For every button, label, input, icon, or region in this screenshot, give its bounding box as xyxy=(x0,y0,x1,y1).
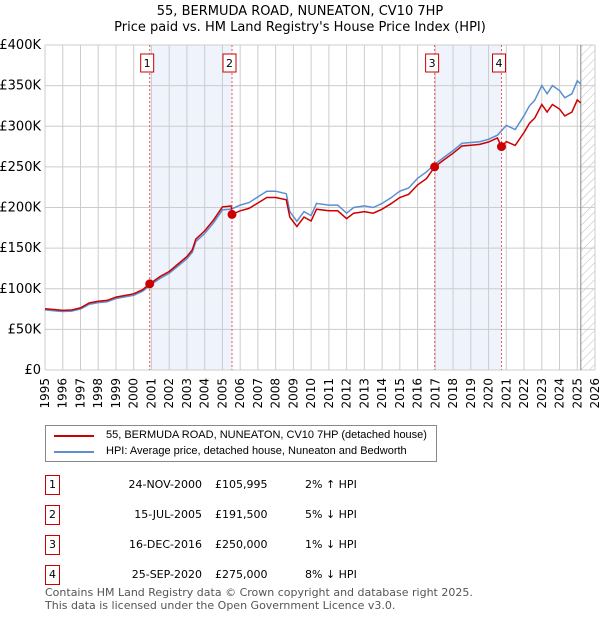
sale-label-box xyxy=(425,53,440,73)
x-tick-label: 2023 xyxy=(535,378,549,409)
sale-point xyxy=(430,162,440,172)
x-tick-label: 2021 xyxy=(499,378,513,409)
legend-blue-swatch xyxy=(54,450,94,453)
x-tick-label: 1995 xyxy=(38,378,52,409)
y-tick-label: £50K xyxy=(8,322,42,337)
sale-marker-badge: 3 xyxy=(45,535,60,555)
sale-price: £105,995 xyxy=(215,478,268,491)
x-tick-label: 2008 xyxy=(269,378,283,409)
sale-hpi-diff: 1% ↓ HPI xyxy=(305,538,357,551)
sale-label-box xyxy=(140,53,155,73)
sale-hpi-diff: 2% ↑ HPI xyxy=(305,478,357,491)
x-tick-label: 2015 xyxy=(393,378,407,409)
sale-label: 2 xyxy=(226,57,233,70)
x-tick-label: 2011 xyxy=(322,378,336,409)
chart-title: 55, BERMUDA ROAD, NUNEATON, CV10 7HP xyxy=(156,4,444,19)
x-tick-label: 2018 xyxy=(446,378,460,409)
x-tick-label: 1999 xyxy=(109,378,123,409)
x-tick-label: 2012 xyxy=(340,378,354,409)
sale-date: 24-NOV-2000 xyxy=(128,478,202,491)
x-tick-label: 2004 xyxy=(198,378,212,409)
x-tick-label: 2016 xyxy=(411,378,425,409)
sale-date: 15-JUL-2005 xyxy=(134,508,202,521)
sale-marker-badge: 1 xyxy=(45,475,60,495)
footer-licence: This data is licensed under the Open Gov… xyxy=(45,599,396,612)
sale-date: 16-DEC-2016 xyxy=(128,538,202,551)
x-tick-label: 2002 xyxy=(162,378,176,409)
y-tick-label: £400K xyxy=(0,38,41,53)
sale-label-box xyxy=(222,53,237,73)
sale-hpi-diff: 5% ↓ HPI xyxy=(305,508,357,521)
footer-copyright: Contains HM Land Registry data © Crown c… xyxy=(45,586,473,599)
price-chart: £0 £50K £100K £150K £200K £250K £300K £350K £400… xyxy=(0,38,600,409)
x-tick-label: 2019 xyxy=(464,378,478,409)
footer: Contains HM Land Registry data © Crown c… xyxy=(45,586,473,612)
y-tick-label: £100K xyxy=(0,282,41,297)
legend-hpi: HPI: Average price, detached house, Nune… xyxy=(106,445,407,457)
sale-label: 1 xyxy=(144,57,151,70)
sale-date: 25-SEP-2020 xyxy=(131,568,202,581)
sale-label-box xyxy=(492,53,506,73)
legend: 55, BERMUDA ROAD, NUNEATON, CV10 7HP (de… xyxy=(45,425,437,462)
sale-marker-badge: 4 xyxy=(45,565,60,585)
sale-price: £191,500 xyxy=(215,508,268,521)
x-tick-label: 2009 xyxy=(286,378,300,409)
sale-label: 3 xyxy=(429,57,436,70)
sale-marker-badge: 2 xyxy=(45,505,60,525)
sale-hpi-diff: 8% ↓ HPI xyxy=(305,568,357,581)
y-tick-label: £350K xyxy=(0,79,41,94)
x-tick-label: 1997 xyxy=(73,378,87,409)
y-tick-label: £200K xyxy=(0,201,41,216)
x-tick-label: 2000 xyxy=(127,378,141,409)
y-tick-label: £150K xyxy=(0,241,41,256)
x-tick-label: 2014 xyxy=(375,378,389,409)
x-tick-label: 1998 xyxy=(91,378,105,409)
sale-point xyxy=(227,209,237,219)
sale-point xyxy=(145,279,155,289)
chart-subtitle: Price paid vs. HM Land Registry's House … xyxy=(114,20,486,35)
sale-price: £250,000 xyxy=(215,538,268,551)
x-tick-label: 2001 xyxy=(144,378,158,409)
x-tick-label: 2025 xyxy=(570,378,584,409)
x-tick-label: 2024 xyxy=(553,378,567,409)
x-tick-label: 2022 xyxy=(517,378,531,409)
sale-label: 4 xyxy=(496,57,503,70)
x-tick-label: 1996 xyxy=(56,378,70,409)
property-price-line xyxy=(44,98,582,312)
y-tick-label: £250K xyxy=(0,160,41,175)
sale-point xyxy=(497,142,506,152)
x-tick-label: 2017 xyxy=(428,378,442,409)
legend-property: 55, BERMUDA ROAD, NUNEATON, CV10 7HP (de… xyxy=(106,429,427,441)
x-tick-label: 2026 xyxy=(588,378,600,409)
x-tick-label: 2007 xyxy=(251,378,265,409)
hpi-line xyxy=(44,79,582,313)
y-tick-label: £0 xyxy=(24,363,41,378)
x-tick-label: 2010 xyxy=(304,378,318,409)
y-tick-label: £300K xyxy=(0,119,41,134)
legend-red-swatch xyxy=(54,434,94,437)
x-tick-label: 2003 xyxy=(180,378,194,409)
x-tick-label: 2020 xyxy=(482,378,496,409)
sale-price: £275,000 xyxy=(215,568,268,581)
x-tick-label: 2006 xyxy=(233,378,247,409)
x-tick-label: 2005 xyxy=(215,378,229,409)
x-tick-label: 2013 xyxy=(357,378,371,409)
